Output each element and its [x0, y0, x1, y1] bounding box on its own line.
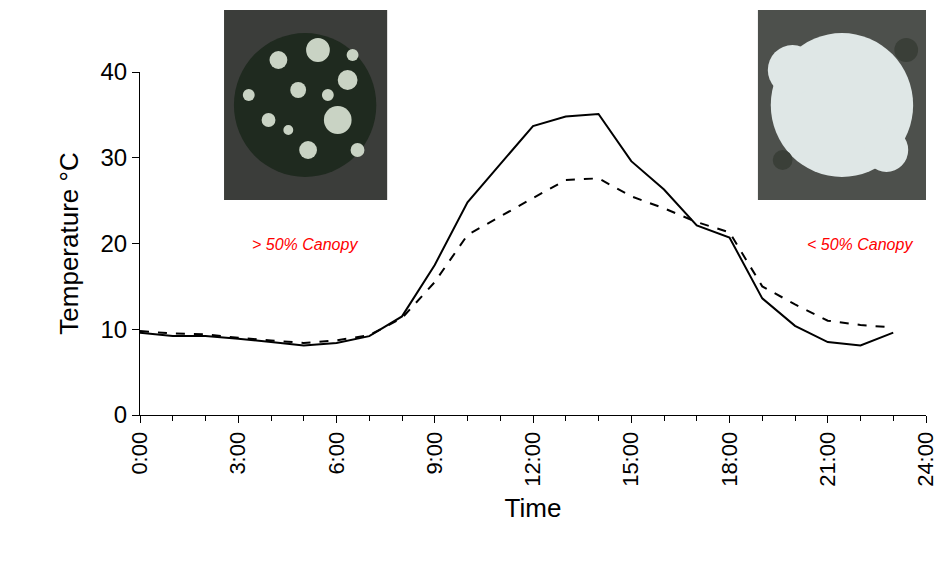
svg-text:18:00: 18:00: [717, 432, 742, 487]
svg-text:3:00: 3:00: [225, 432, 250, 475]
svg-text:0: 0: [114, 401, 127, 428]
svg-text:> 50% Canopy: > 50% Canopy: [252, 236, 358, 253]
svg-text:Temperature °C: Temperature °C: [54, 152, 84, 334]
svg-text:< 50% Canopy: < 50% Canopy: [807, 236, 913, 253]
svg-text:Time: Time: [505, 493, 562, 523]
svg-text:12:00: 12:00: [520, 432, 545, 487]
svg-text:24:00: 24:00: [913, 432, 938, 487]
svg-text:21:00: 21:00: [815, 432, 840, 487]
svg-text:40: 40: [100, 58, 127, 85]
svg-text:6:00: 6:00: [324, 432, 349, 475]
svg-text:30: 30: [100, 144, 127, 171]
svg-text:20: 20: [100, 230, 127, 257]
svg-text:10: 10: [100, 316, 127, 343]
svg-text:0:00: 0:00: [127, 432, 152, 475]
svg-text:9:00: 9:00: [422, 432, 447, 475]
svg-text:15:00: 15:00: [618, 432, 643, 487]
